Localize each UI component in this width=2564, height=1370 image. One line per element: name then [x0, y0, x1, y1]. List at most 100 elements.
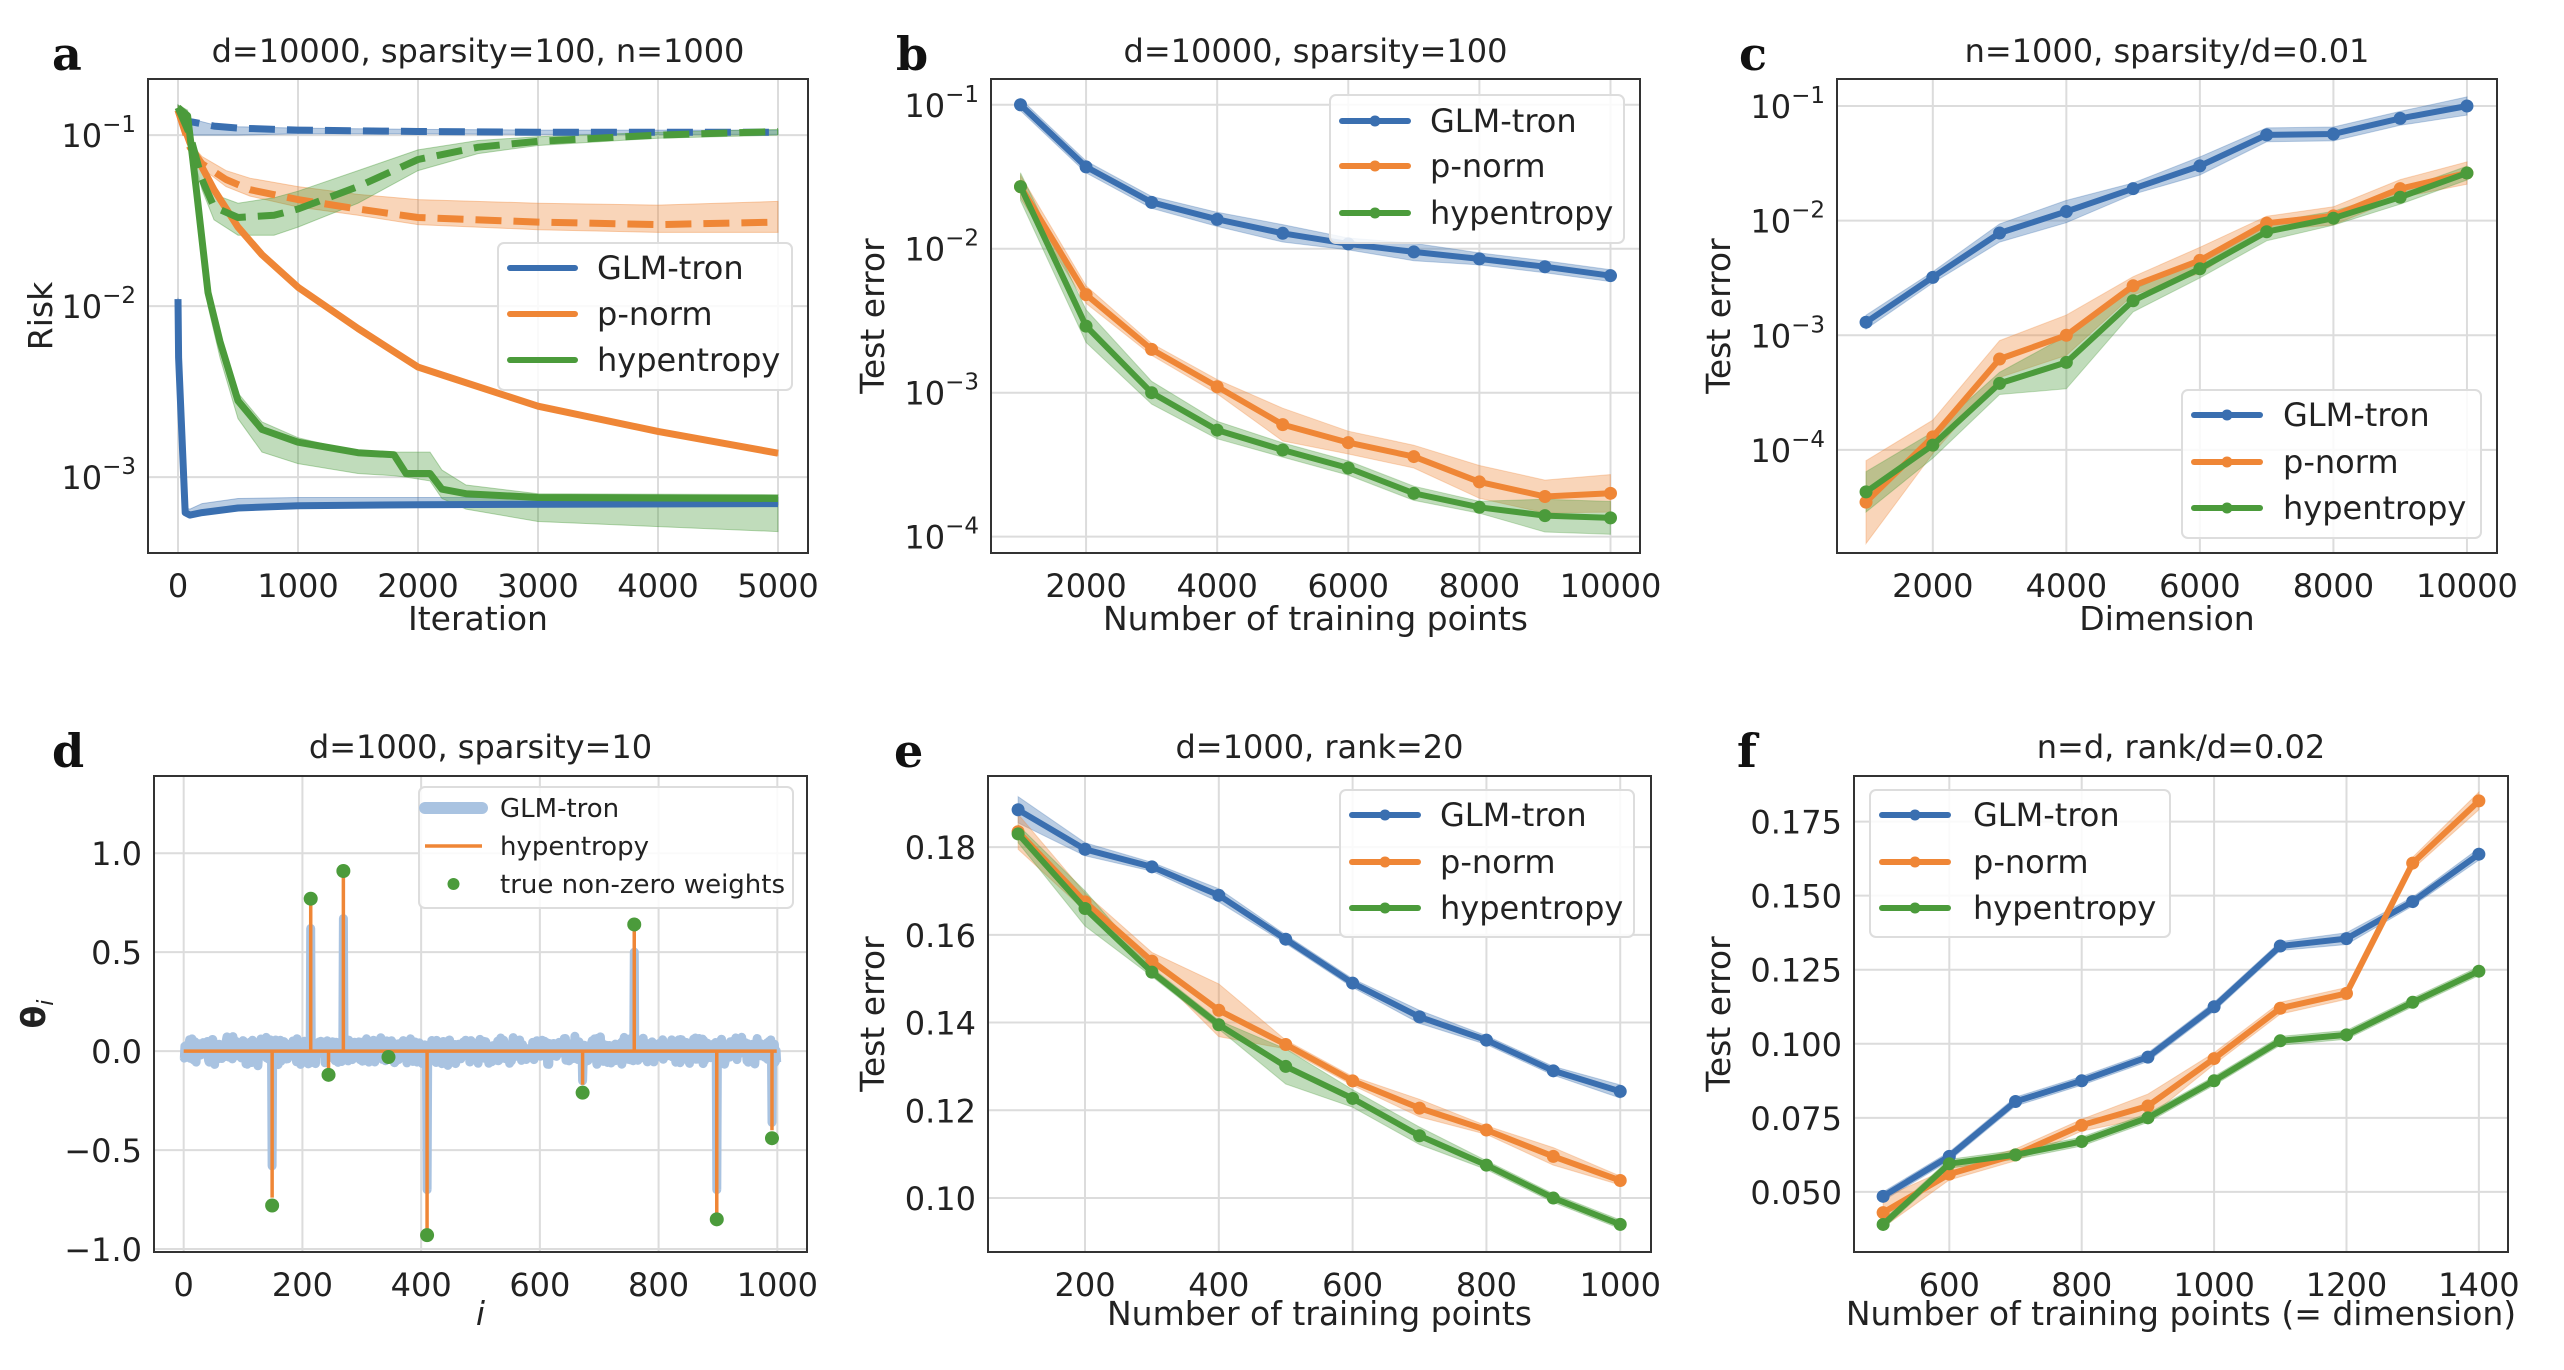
point-GLM-tron	[1993, 226, 2007, 240]
x-tick-label: 6000	[2159, 567, 2240, 605]
point-GLM-tron	[2075, 1074, 2089, 1088]
point-true-weight	[575, 1085, 590, 1100]
y-tick-label: 0.0	[91, 1033, 142, 1071]
x-tick-label: 6000	[1308, 567, 1389, 605]
point-p-norm	[1279, 1037, 1293, 1051]
y-tick-label: −1.0	[64, 1231, 142, 1269]
point-p-norm	[1859, 495, 1873, 509]
plot-area	[1014, 97, 1617, 535]
point-true-weight	[709, 1212, 724, 1227]
legend-label: GLM-tron	[500, 794, 619, 824]
point-hypentropy	[1942, 1157, 1956, 1171]
x-tick-label: 800	[1456, 1266, 1517, 1304]
point-GLM-tron	[2193, 159, 2207, 173]
x-tick-label: 1000	[1580, 1266, 1661, 1304]
point-p-norm	[1876, 1206, 1890, 1220]
point-hypentropy	[2260, 225, 2274, 239]
tick-exponent: −2	[102, 283, 136, 309]
point-p-norm	[1145, 342, 1159, 356]
y-tick-label: 10−1	[904, 82, 979, 125]
point-GLM-tron	[1407, 245, 1421, 259]
legend-label: hypentropy	[1973, 889, 2156, 927]
x-axis-label: Iteration	[408, 599, 548, 638]
legend-marker-p-norm	[1909, 856, 1921, 868]
tick-base: 10	[904, 519, 945, 557]
tick-exponent: −3	[102, 454, 136, 480]
line-hypentropy	[1015, 831, 1622, 1228]
y-tick-label: 10−4	[904, 514, 979, 557]
x-tick-label: 3000	[497, 567, 578, 605]
panel-letter: b	[896, 27, 928, 81]
point-hypentropy	[2273, 1034, 2287, 1048]
x-tick-label: 10000	[2416, 567, 2518, 605]
point-GLM-tron	[1276, 226, 1290, 240]
y-tick-label: 10−1	[1750, 83, 1825, 126]
point-hypentropy	[1613, 1217, 1627, 1231]
line-p-norm	[1863, 170, 2468, 505]
point-hypentropy	[1859, 485, 1873, 499]
legend-box	[1329, 94, 1625, 244]
legend-marker-p-norm	[1379, 856, 1391, 868]
legend-label: hypentropy	[2283, 489, 2466, 527]
legend-swatch-true-weights	[447, 878, 460, 890]
tick-base: 10	[904, 87, 945, 125]
tick-exponent: −3	[945, 370, 979, 396]
x-tick-label: 1000	[737, 1266, 818, 1304]
point-p-norm	[1479, 1123, 1493, 1137]
x-tick-label: 800	[628, 1266, 689, 1304]
point-hypentropy	[2326, 211, 2340, 225]
point-true-weight	[321, 1067, 336, 1082]
point-p-norm	[1145, 954, 1159, 968]
point-hypentropy	[1538, 509, 1552, 523]
legend-label: GLM-tron	[1973, 796, 2120, 834]
tick-exponent: −3	[1791, 312, 1825, 338]
point-hypentropy	[2075, 1135, 2089, 1149]
point-hypentropy	[2193, 262, 2207, 276]
legend-marker-GLM-tron	[1379, 809, 1391, 821]
y-tick-label: 10−1	[61, 112, 136, 155]
panel-f: 600 800 1000 1200 1400 0.050 0.075 0.100 0.125 0.…	[1699, 724, 2520, 1333]
tick-exponent: −4	[1791, 427, 1825, 453]
point-GLM-tron	[2472, 847, 2486, 861]
point-true-weight	[303, 891, 318, 906]
plot-area	[1859, 96, 2474, 546]
y-tick-label: −0.5	[64, 1132, 142, 1170]
line-p-norm	[1017, 185, 1611, 500]
line-hypentropy-dashed	[174, 106, 779, 221]
point-p-norm	[1472, 475, 1486, 489]
legend-box	[418, 786, 794, 909]
y-tick-label: 0.16	[905, 917, 976, 955]
panel-letter: f	[1737, 724, 1760, 778]
point-hypentropy	[2393, 190, 2407, 204]
point-p-norm	[1604, 486, 1617, 500]
point-hypentropy	[1014, 180, 1027, 194]
point-GLM-tron	[2393, 111, 2407, 125]
x-axis-label: Number of training points (= dimension)	[1846, 1294, 2516, 1333]
y-tick-label: 1.0	[91, 835, 142, 873]
point-GLM-tron	[1479, 1033, 1493, 1047]
point-GLM-tron	[2059, 205, 2073, 219]
y-tick-label: 10−3	[904, 370, 979, 413]
point-p-norm	[1212, 1003, 1226, 1017]
legend-label: p-norm	[1973, 843, 2088, 881]
point-GLM-tron	[1859, 315, 1873, 329]
panel-title: d=10000, sparsity=100	[1124, 32, 1508, 70]
point-GLM-tron	[1546, 1064, 1560, 1078]
panel-title: d=10000, sparsity=100, n=1000	[212, 32, 745, 70]
plot-area	[1011, 795, 1627, 1231]
y-tick-label: 10−4	[1750, 427, 1825, 470]
point-hypentropy	[2059, 355, 2073, 369]
point-hypentropy	[1472, 500, 1486, 514]
tick-base: 10	[1750, 432, 1791, 470]
legend-label: p-norm	[597, 295, 712, 333]
axes-frame	[147, 78, 809, 554]
axes-frame	[1836, 78, 2498, 554]
legend-label: GLM-tron	[1440, 796, 1587, 834]
point-hypentropy	[1279, 1059, 1293, 1073]
x-tick-label: 4000	[617, 567, 698, 605]
x-tick-label: 200	[272, 1266, 333, 1304]
point-GLM-tron	[1346, 976, 1360, 990]
legend-label: true non-zero weights	[500, 870, 785, 900]
panel-title: d=1000, sparsity=10	[309, 728, 652, 766]
